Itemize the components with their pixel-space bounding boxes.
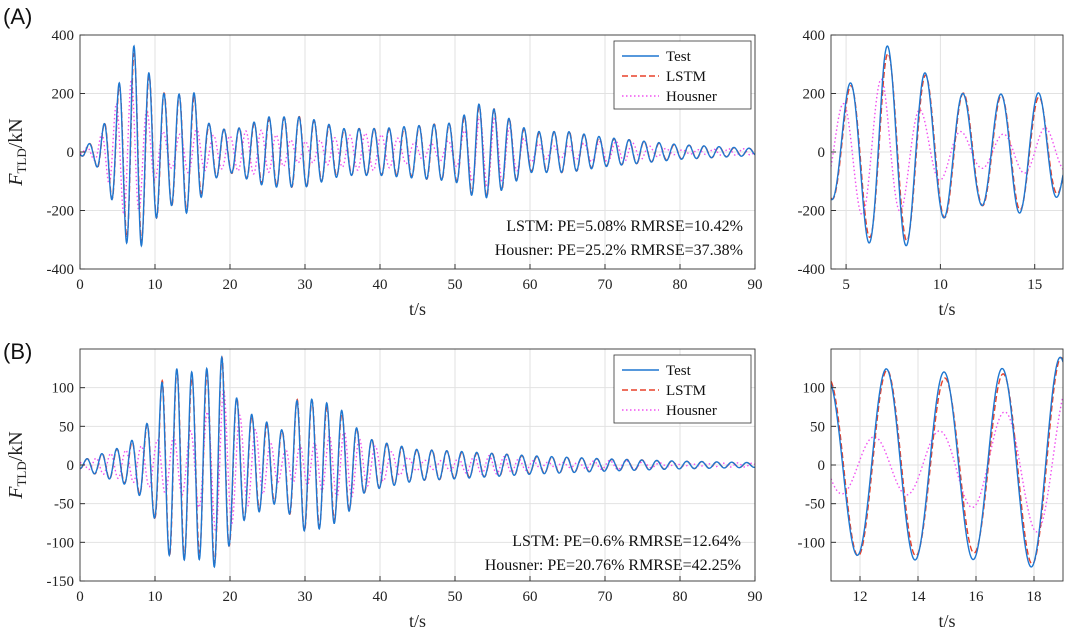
metric-annotation: Housner: PE=20.76% RMRSE=42.25% <box>485 557 741 574</box>
series-line-lstm <box>831 356 1063 565</box>
axes-A-zoom: 5 10 15 -400 -200 0 200 400 t/s <box>798 28 1064 319</box>
legend-label-housner: Housner <box>666 89 717 105</box>
x-tick-label: 10 <box>148 277 163 293</box>
series-line-test <box>80 44 755 248</box>
y-tick-label: -200 <box>798 204 826 220</box>
legend-label-test: Test <box>666 363 692 379</box>
x-tick-label: 10 <box>933 277 948 293</box>
metric-annotation: LSTM: PE=0.6% RMRSE=12.64% <box>512 533 741 550</box>
y-tick-label: 0 <box>818 145 826 161</box>
x-tick-label: 70 <box>598 277 613 293</box>
y-tick-label: 400 <box>803 28 826 44</box>
x-tick-label: 18 <box>1027 589 1042 605</box>
y-tick-label: 0 <box>67 458 75 474</box>
legend-label-lstm: LSTM <box>666 383 706 399</box>
x-axis-label: t/s <box>409 611 426 631</box>
x-tick-label: 20 <box>223 589 238 605</box>
x-tick-label: 30 <box>298 589 313 605</box>
y-tick-label: -400 <box>798 262 826 278</box>
x-tick-label: 40 <box>373 589 388 605</box>
x-tick-label: 60 <box>523 277 538 293</box>
x-tick-label: 15 <box>1027 277 1042 293</box>
x-tick-label: 70 <box>598 589 613 605</box>
axes-B-zoom: 12 14 16 18 -100 -50 0 50 100 t/s <box>798 348 1064 631</box>
axes-A-main: 0 10 20 30 40 50 60 70 80 90 -400 -200 0 200 400 t/s FTL… <box>5 28 763 319</box>
y-tick-label: 400 <box>52 28 75 44</box>
x-tick-label: 80 <box>673 277 688 293</box>
y-tick-label: 100 <box>52 381 75 397</box>
legend-label-lstm: LSTM <box>666 69 706 85</box>
metric-annotation: Housner: PE=25.2% RMRSE=37.38% <box>495 242 743 259</box>
series-line-test <box>80 355 755 569</box>
x-tick-label: 60 <box>523 589 538 605</box>
x-tick-label: 50 <box>448 589 463 605</box>
x-tick-label: 20 <box>223 277 238 293</box>
axes-B-main: 0 10 20 30 40 50 60 70 80 90 -150 -100 -50 0 50 100 t/s F… <box>5 348 763 631</box>
legend-label-test: Test <box>666 49 692 65</box>
x-tick-label: 80 <box>673 589 688 605</box>
y-tick-label: 50 <box>59 419 74 435</box>
y-tick-label: 0 <box>67 145 75 161</box>
y-tick-label: -200 <box>47 204 75 220</box>
y-axis-label: FTLD/kN <box>5 118 29 187</box>
x-tick-label: 50 <box>448 277 463 293</box>
x-tick-label: 30 <box>298 277 313 293</box>
y-tick-label: -100 <box>47 535 75 551</box>
x-axis-label: t/s <box>409 299 426 319</box>
y-tick-label: -100 <box>798 535 826 551</box>
y-tick-label: 100 <box>803 381 826 397</box>
x-tick-label: 14 <box>911 589 927 605</box>
x-tick-label: 0 <box>76 589 84 605</box>
panel-a-label: (A) <box>3 4 32 29</box>
y-tick-label: -400 <box>47 262 75 278</box>
x-tick-label: 40 <box>373 277 388 293</box>
x-tick-label: 12 <box>853 589 868 605</box>
legend: Test LSTM Housner <box>613 354 752 424</box>
panel-b-label: (B) <box>3 339 32 364</box>
y-tick-label: -50 <box>805 497 825 513</box>
y-tick-label: -150 <box>47 574 75 590</box>
x-axis-label: t/s <box>938 299 955 319</box>
y-tick-label: -50 <box>54 497 74 513</box>
x-tick-label: 90 <box>748 277 763 293</box>
legend-box <box>613 354 752 424</box>
axes-root: 0 10 20 30 40 50 60 70 80 90-400-2000200400t/sFTL… <box>5 28 1064 631</box>
y-tick-label: 0 <box>818 458 826 474</box>
y-tick-label: 200 <box>803 87 826 103</box>
series-line-housner <box>831 396 1063 533</box>
x-tick-label: 16 <box>969 589 985 605</box>
legend-box <box>613 40 752 110</box>
y-tick-label: 50 <box>810 419 825 435</box>
series-line-housner <box>80 78 755 217</box>
y-axis-label: FTLD/kN <box>5 431 29 500</box>
x-tick-label: 10 <box>148 589 163 605</box>
x-tick-label: 0 <box>76 277 84 293</box>
series-line-test <box>831 45 1063 247</box>
x-axis-label: t/s <box>938 611 955 631</box>
series-line-test <box>831 356 1063 568</box>
metric-annotation: LSTM: PE=5.08% RMRSE=10.42% <box>506 218 743 235</box>
y-tick-label: 200 <box>52 87 75 103</box>
legend: Test LSTM Housner <box>613 40 752 110</box>
x-tick-label: 5 <box>842 277 850 293</box>
x-tick-label: 90 <box>748 589 763 605</box>
legend-label-housner: Housner <box>666 403 717 419</box>
